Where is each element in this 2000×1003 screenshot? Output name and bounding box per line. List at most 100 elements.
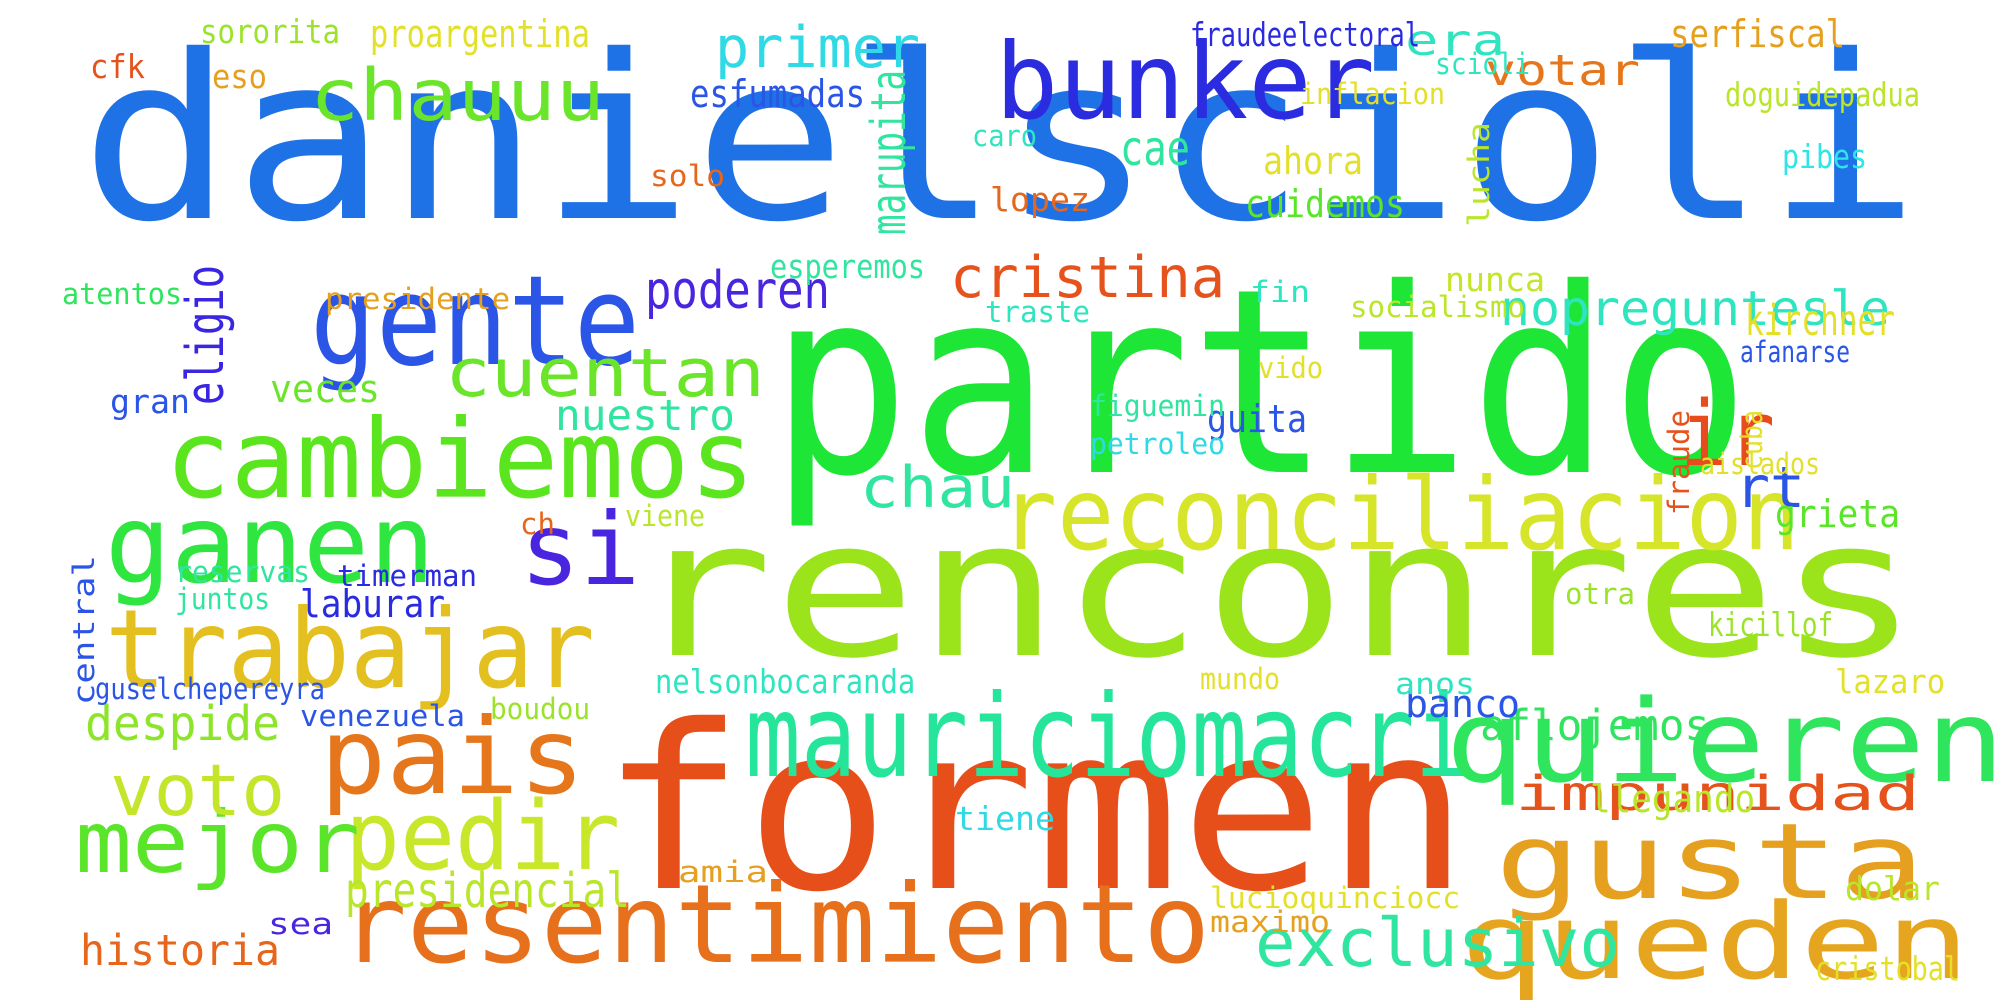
- word-renconres: renconres: [630, 479, 1920, 700]
- word-aflojemos: aflojemos: [1480, 701, 1710, 751]
- word-mundo: mundo: [1200, 662, 1280, 696]
- word-danielscioli: danielscioli: [80, 6, 1920, 272]
- word-amia: amia: [678, 855, 769, 889]
- word-guselchepereyra: guselchepereyra: [95, 672, 325, 706]
- word-figuemin: figuemin: [1090, 389, 1226, 423]
- word-kirchner: kirchner: [1745, 296, 1895, 346]
- word-resentimiento: resentimiento: [340, 861, 1211, 988]
- word-traste: traste: [985, 295, 1090, 329]
- word-fraude: fraude: [1662, 410, 1696, 515]
- word-atentos: atentos: [62, 277, 183, 311]
- word-gusta: gusta: [1495, 801, 1926, 923]
- word-exclusivo: exclusivo: [1255, 904, 1620, 982]
- word-trabajar: trabajar: [105, 586, 595, 713]
- word-primer: primer: [715, 15, 921, 81]
- word-voto: voto: [110, 749, 286, 832]
- word-cae: cae: [1120, 121, 1190, 177]
- word-viene: viene: [625, 499, 705, 533]
- word-banco: banco: [1405, 682, 1520, 726]
- word-fin: fin: [1250, 275, 1311, 309]
- word-ganen: ganen: [105, 481, 436, 608]
- word-anos: anos: [1395, 667, 1476, 701]
- word-kicillof: kicillof: [1708, 605, 1834, 644]
- word-maximo: maximo: [1210, 905, 1331, 939]
- word-grieta: grieta: [1775, 492, 1901, 536]
- word-boudou: boudou: [490, 692, 591, 726]
- word-dolar: dolar: [1845, 869, 1940, 908]
- word-venezuela: venezuela: [300, 699, 465, 733]
- word-scioli: scioli: [1435, 47, 1531, 81]
- word-chauuu: chauuu: [310, 54, 605, 137]
- word-era: era: [1405, 16, 1506, 66]
- word-timerman: timerman: [337, 559, 477, 593]
- word-afanarse: afanarse: [1740, 335, 1851, 369]
- word-lopez: lopez: [990, 180, 1091, 219]
- word-partido: partido: [770, 233, 1751, 533]
- word-pais: pais: [320, 696, 586, 818]
- word-esperemos: esperemos: [770, 247, 926, 286]
- word-cuidemos: cuidemos: [1245, 182, 1405, 226]
- word-aislados: aislados: [1700, 447, 1820, 481]
- word-ch: ch: [520, 507, 555, 541]
- word-socialismo: socialismo: [1350, 290, 1525, 324]
- word-presidente: presidente: [325, 282, 511, 316]
- word-impunidad: impunidad: [1515, 766, 1920, 822]
- word-cuentan: cuentan: [445, 334, 765, 412]
- word-tiene: tiene: [955, 799, 1056, 838]
- word-poderen: poderen: [645, 261, 830, 321]
- word-guita: guita: [1207, 397, 1307, 441]
- word-mauriciomacri: mauriciomacri: [745, 670, 1471, 803]
- word-solo: solo: [650, 159, 726, 193]
- word-pedir: pedir: [345, 782, 621, 892]
- word-pibes: pibes: [1782, 137, 1868, 176]
- word-laburar: laburar: [300, 582, 446, 626]
- word-petroleo: petroleo: [1090, 427, 1226, 461]
- word-queden: queden: [1460, 881, 1971, 1003]
- word-bunker: bunker: [995, 21, 1376, 143]
- word-ahora: ahora: [1263, 139, 1363, 183]
- word-lucha: lucha: [1462, 121, 1496, 227]
- word-gran: gran: [110, 382, 191, 421]
- word-presidencial: presidencial: [345, 863, 631, 919]
- word-eso: eso: [212, 57, 268, 96]
- word-nelsonbocaranda: nelsonbocaranda: [655, 662, 916, 701]
- word-reconciliacion: reconciliacion: [1000, 456, 1800, 573]
- word-caro: caro: [972, 119, 1038, 153]
- word-sea: sea: [268, 907, 334, 941]
- word-si: si: [520, 491, 641, 608]
- word-nunca: nunca: [1445, 260, 1546, 299]
- word-serfiscal: serfiscal: [1670, 12, 1846, 56]
- word-llegando: llegando: [1590, 777, 1756, 821]
- word-inflacion: inflacion: [1300, 77, 1446, 111]
- word-cristobal: cristobal: [1815, 949, 1961, 988]
- word-formen: formen: [600, 676, 1470, 942]
- word-ir: ir: [1680, 382, 1776, 487]
- word-lucioquinciocc: lucioquinciocc: [1210, 881, 1461, 915]
- word-historia: historia: [80, 926, 281, 976]
- word-cfk: cfk: [90, 47, 146, 86]
- word-reservas: reservas: [175, 555, 311, 589]
- word-votar: votar: [1485, 46, 1641, 96]
- word-chau: chau: [860, 455, 1015, 521]
- word-rt: rt: [1735, 455, 1806, 521]
- word-marupita: marupita: [861, 69, 917, 235]
- word-cristina: cristina: [950, 245, 1226, 311]
- word-vido: vido: [1258, 351, 1324, 385]
- word-fraudeelectoral: fraudeelectoral: [1190, 15, 1421, 54]
- word-juntos: juntos: [175, 582, 271, 616]
- word-despide: despide: [85, 696, 281, 752]
- word-nuestro: nuestro: [555, 391, 735, 441]
- word-mejor: mejor: [75, 793, 361, 893]
- word-gente: gente: [310, 250, 640, 394]
- word-nopreguntesle: nopreguntesle: [1500, 281, 1890, 337]
- word-quieren: quieren: [1445, 675, 2000, 808]
- word-doguidepadua: doguidepadua: [1725, 75, 1921, 114]
- word-otra: otra: [1565, 577, 1635, 611]
- word-proargentina: proargentina: [370, 12, 590, 56]
- word-veces: veces: [270, 367, 381, 411]
- word-sororita: sororita: [200, 12, 341, 51]
- word-cambiemos: cambiemos: [165, 396, 756, 523]
- word-esfumadas: esfumadas: [690, 72, 866, 116]
- word-lazaro: lazaro: [1835, 662, 1946, 701]
